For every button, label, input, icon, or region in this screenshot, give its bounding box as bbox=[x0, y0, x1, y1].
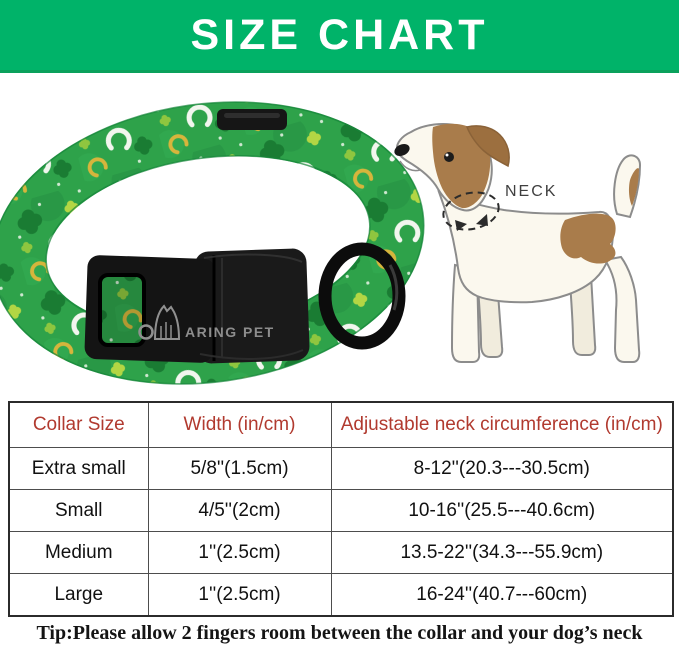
neck-circumference-ellipse bbox=[442, 191, 500, 231]
column-header-collar-size: Collar Size bbox=[8, 401, 149, 448]
cell-neck: 10-16''(25.5---40.6cm) bbox=[330, 489, 674, 532]
cell-neck: 8-12''(20.3---30.5cm) bbox=[330, 447, 674, 490]
cell-size: Medium bbox=[8, 531, 149, 574]
table-row: Small 4/5''(2cm) 10-16''(25.5---40.6cm) bbox=[8, 489, 674, 532]
table-row: Large 1''(2.5cm) 16-24''(40.7---60cm) bbox=[8, 573, 674, 617]
neck-label: NECK bbox=[505, 183, 557, 200]
cell-width: 5/8''(1.5cm) bbox=[147, 447, 332, 490]
brand-text: ARING PET bbox=[185, 324, 275, 340]
dog-body bbox=[394, 123, 642, 363]
cat-logo-icon bbox=[138, 304, 181, 340]
dog-illustration: NECK bbox=[394, 123, 642, 363]
collar-photo: ARING PET bbox=[0, 101, 425, 385]
cell-neck: 16-24''(40.7---60cm) bbox=[330, 573, 674, 617]
table-row: Extra small 5/8''(1.5cm) 8-12''(20.3---3… bbox=[8, 447, 674, 490]
size-table: Collar Size Width (in/cm) Adjustable nec… bbox=[8, 401, 674, 617]
page-title: SIZE CHART bbox=[190, 10, 489, 59]
cell-width: 4/5''(2cm) bbox=[147, 489, 332, 532]
table-row: Medium 1''(2.5cm) 13.5-22''(34.3---55.9c… bbox=[8, 531, 674, 574]
cell-size: Extra small bbox=[8, 447, 149, 490]
collar-d-ring bbox=[318, 242, 406, 350]
cell-neck: 13.5-22''(34.3---55.9cm) bbox=[330, 531, 674, 574]
collar-slider bbox=[217, 109, 287, 130]
column-header-neck-circumference: Adjustable neck circumference (in/cm) bbox=[330, 401, 674, 448]
header-banner: SIZE CHART bbox=[0, 0, 679, 73]
cell-size: Small bbox=[8, 489, 149, 532]
tip-text: Tip:Please allow 2 fingers room between … bbox=[36, 622, 643, 644]
cell-size: Large bbox=[8, 573, 149, 617]
collar-buckle: ARING PET bbox=[84, 248, 310, 364]
cell-width: 1''(2.5cm) bbox=[147, 573, 332, 617]
column-header-width: Width (in/cm) bbox=[147, 401, 332, 448]
cell-width: 1''(2.5cm) bbox=[147, 531, 332, 574]
table-header-row: Collar Size Width (in/cm) Adjustable nec… bbox=[8, 401, 674, 448]
